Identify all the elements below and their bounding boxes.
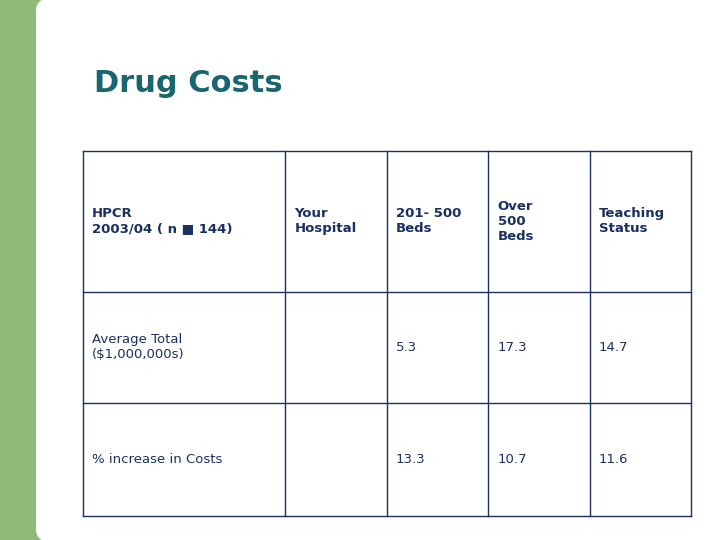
Text: Drug Costs: Drug Costs	[94, 69, 282, 98]
Text: 5.3: 5.3	[396, 341, 417, 354]
Text: Your
Hospital: Your Hospital	[294, 207, 357, 235]
Text: 14.7: 14.7	[599, 341, 629, 354]
Text: HPCR
2003/04 ( n ■ 144): HPCR 2003/04 ( n ■ 144)	[92, 207, 233, 235]
Text: 10.7: 10.7	[498, 453, 527, 466]
Text: 201- 500
Beds: 201- 500 Beds	[396, 207, 462, 235]
Text: Teaching
Status: Teaching Status	[599, 207, 665, 235]
Text: % increase in Costs: % increase in Costs	[92, 453, 222, 466]
Text: Average Total
($1,000,000s): Average Total ($1,000,000s)	[92, 334, 185, 361]
Text: Over
500
Beds: Over 500 Beds	[498, 200, 534, 243]
Text: 17.3: 17.3	[498, 341, 527, 354]
Text: 11.6: 11.6	[599, 453, 629, 466]
Text: 13.3: 13.3	[396, 453, 426, 466]
